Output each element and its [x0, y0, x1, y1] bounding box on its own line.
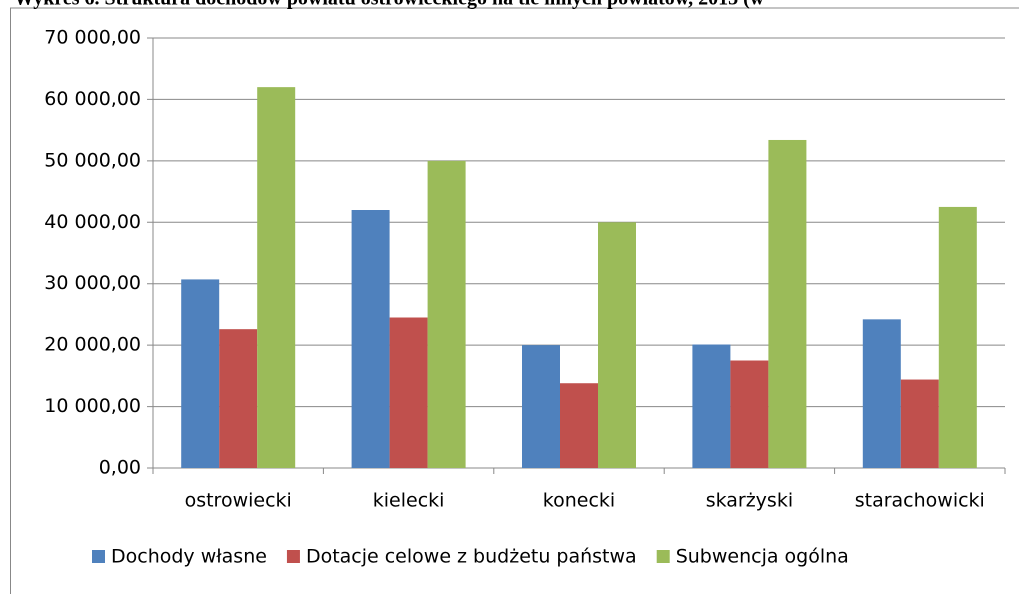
y-tick-label: 40 000,00 [44, 211, 141, 233]
legend-swatch [656, 550, 670, 563]
bar [692, 344, 731, 468]
x-tick-label: skarżyski [706, 490, 793, 512]
bar [427, 160, 466, 468]
legend-label: Subwencja ogólna [676, 546, 849, 568]
bar [351, 210, 390, 468]
chart-border [10, 7, 1019, 594]
x-tick-label: ostrowiecki [185, 490, 292, 512]
y-tick-label: 50 000,00 [44, 149, 141, 171]
bar [389, 317, 428, 468]
bar [522, 345, 560, 468]
bar [768, 139, 807, 468]
bar [219, 329, 258, 468]
bar [560, 383, 598, 468]
chart-title: Wykres 6. Struktura dochodów powiatu ost… [14, 0, 765, 10]
x-tick-label: kielecki [373, 490, 445, 512]
bar [900, 379, 939, 468]
legend-swatch [92, 550, 105, 563]
y-tick-label: 70 000,00 [44, 27, 141, 49]
y-tick-label: 30 000,00 [44, 272, 141, 294]
legend-swatch [286, 550, 300, 563]
y-tick-label: 60 000,00 [44, 88, 141, 110]
x-tick-label: starachowicki [855, 490, 985, 512]
bar [257, 87, 296, 469]
bar [598, 222, 636, 468]
legend-label: Dotacje celowe z budżetu państwa [306, 546, 637, 568]
bar [730, 360, 769, 468]
y-tick-label: 20 000,00 [44, 334, 141, 356]
x-tick-label: konecki [543, 490, 615, 512]
bar [862, 319, 901, 468]
bar [181, 279, 220, 468]
y-tick-label: 0,00 [99, 457, 141, 479]
y-tick-label: 10 000,00 [44, 395, 141, 417]
legend-label: Dochody własne [111, 546, 267, 568]
bar [938, 206, 977, 468]
